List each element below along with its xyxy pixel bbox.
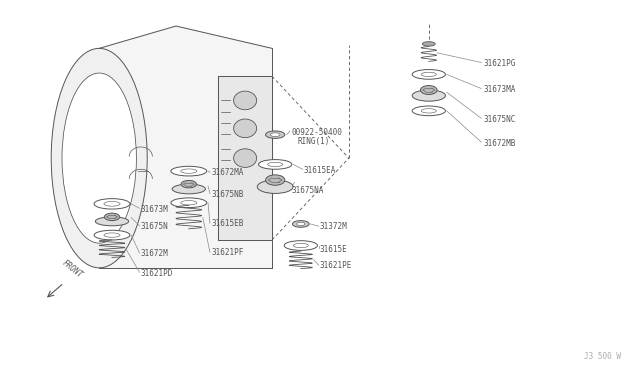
Text: 31621PG: 31621PG bbox=[483, 59, 516, 68]
Ellipse shape bbox=[422, 42, 435, 46]
Text: 31615E: 31615E bbox=[320, 245, 348, 254]
Ellipse shape bbox=[95, 217, 129, 226]
Ellipse shape bbox=[94, 230, 130, 240]
Ellipse shape bbox=[181, 180, 196, 188]
Text: 31621PF: 31621PF bbox=[211, 248, 244, 257]
Text: J3 500 W: J3 500 W bbox=[584, 352, 621, 361]
Ellipse shape bbox=[234, 91, 257, 110]
Text: 31675NA: 31675NA bbox=[291, 186, 324, 195]
Ellipse shape bbox=[292, 221, 309, 227]
Ellipse shape bbox=[259, 160, 292, 169]
Text: 31672M: 31672M bbox=[141, 249, 168, 258]
Ellipse shape bbox=[296, 222, 305, 225]
Text: 31675N: 31675N bbox=[141, 222, 168, 231]
Ellipse shape bbox=[171, 198, 207, 208]
Text: 31621PD: 31621PD bbox=[141, 269, 173, 278]
Text: 31672MA: 31672MA bbox=[211, 169, 244, 177]
Ellipse shape bbox=[94, 199, 130, 209]
Ellipse shape bbox=[62, 73, 136, 243]
Ellipse shape bbox=[284, 241, 317, 250]
Ellipse shape bbox=[412, 70, 445, 79]
Text: FRONT: FRONT bbox=[61, 259, 84, 280]
Ellipse shape bbox=[234, 119, 257, 138]
Ellipse shape bbox=[257, 180, 293, 193]
Text: 31615EA: 31615EA bbox=[304, 166, 337, 174]
Text: 31673M: 31673M bbox=[141, 205, 168, 214]
Text: 31672MB: 31672MB bbox=[483, 139, 516, 148]
Ellipse shape bbox=[104, 213, 120, 221]
Ellipse shape bbox=[412, 106, 445, 116]
Ellipse shape bbox=[420, 86, 437, 94]
Text: 31675NB: 31675NB bbox=[211, 190, 244, 199]
Ellipse shape bbox=[51, 48, 147, 268]
Text: 31675NC: 31675NC bbox=[483, 115, 516, 124]
Polygon shape bbox=[218, 76, 272, 240]
Text: 31621PE: 31621PE bbox=[320, 262, 353, 270]
Ellipse shape bbox=[266, 175, 285, 185]
Text: 31673MA: 31673MA bbox=[483, 85, 516, 94]
Polygon shape bbox=[99, 26, 272, 268]
Text: RING(1): RING(1) bbox=[298, 137, 330, 146]
Text: 00922-50400: 00922-50400 bbox=[291, 128, 342, 137]
Ellipse shape bbox=[171, 166, 207, 176]
Ellipse shape bbox=[412, 90, 445, 101]
Ellipse shape bbox=[270, 133, 280, 137]
Ellipse shape bbox=[172, 184, 205, 194]
Text: 31615EB: 31615EB bbox=[211, 219, 244, 228]
Ellipse shape bbox=[234, 149, 257, 167]
Text: 31372M: 31372M bbox=[320, 222, 348, 231]
Ellipse shape bbox=[266, 131, 285, 138]
